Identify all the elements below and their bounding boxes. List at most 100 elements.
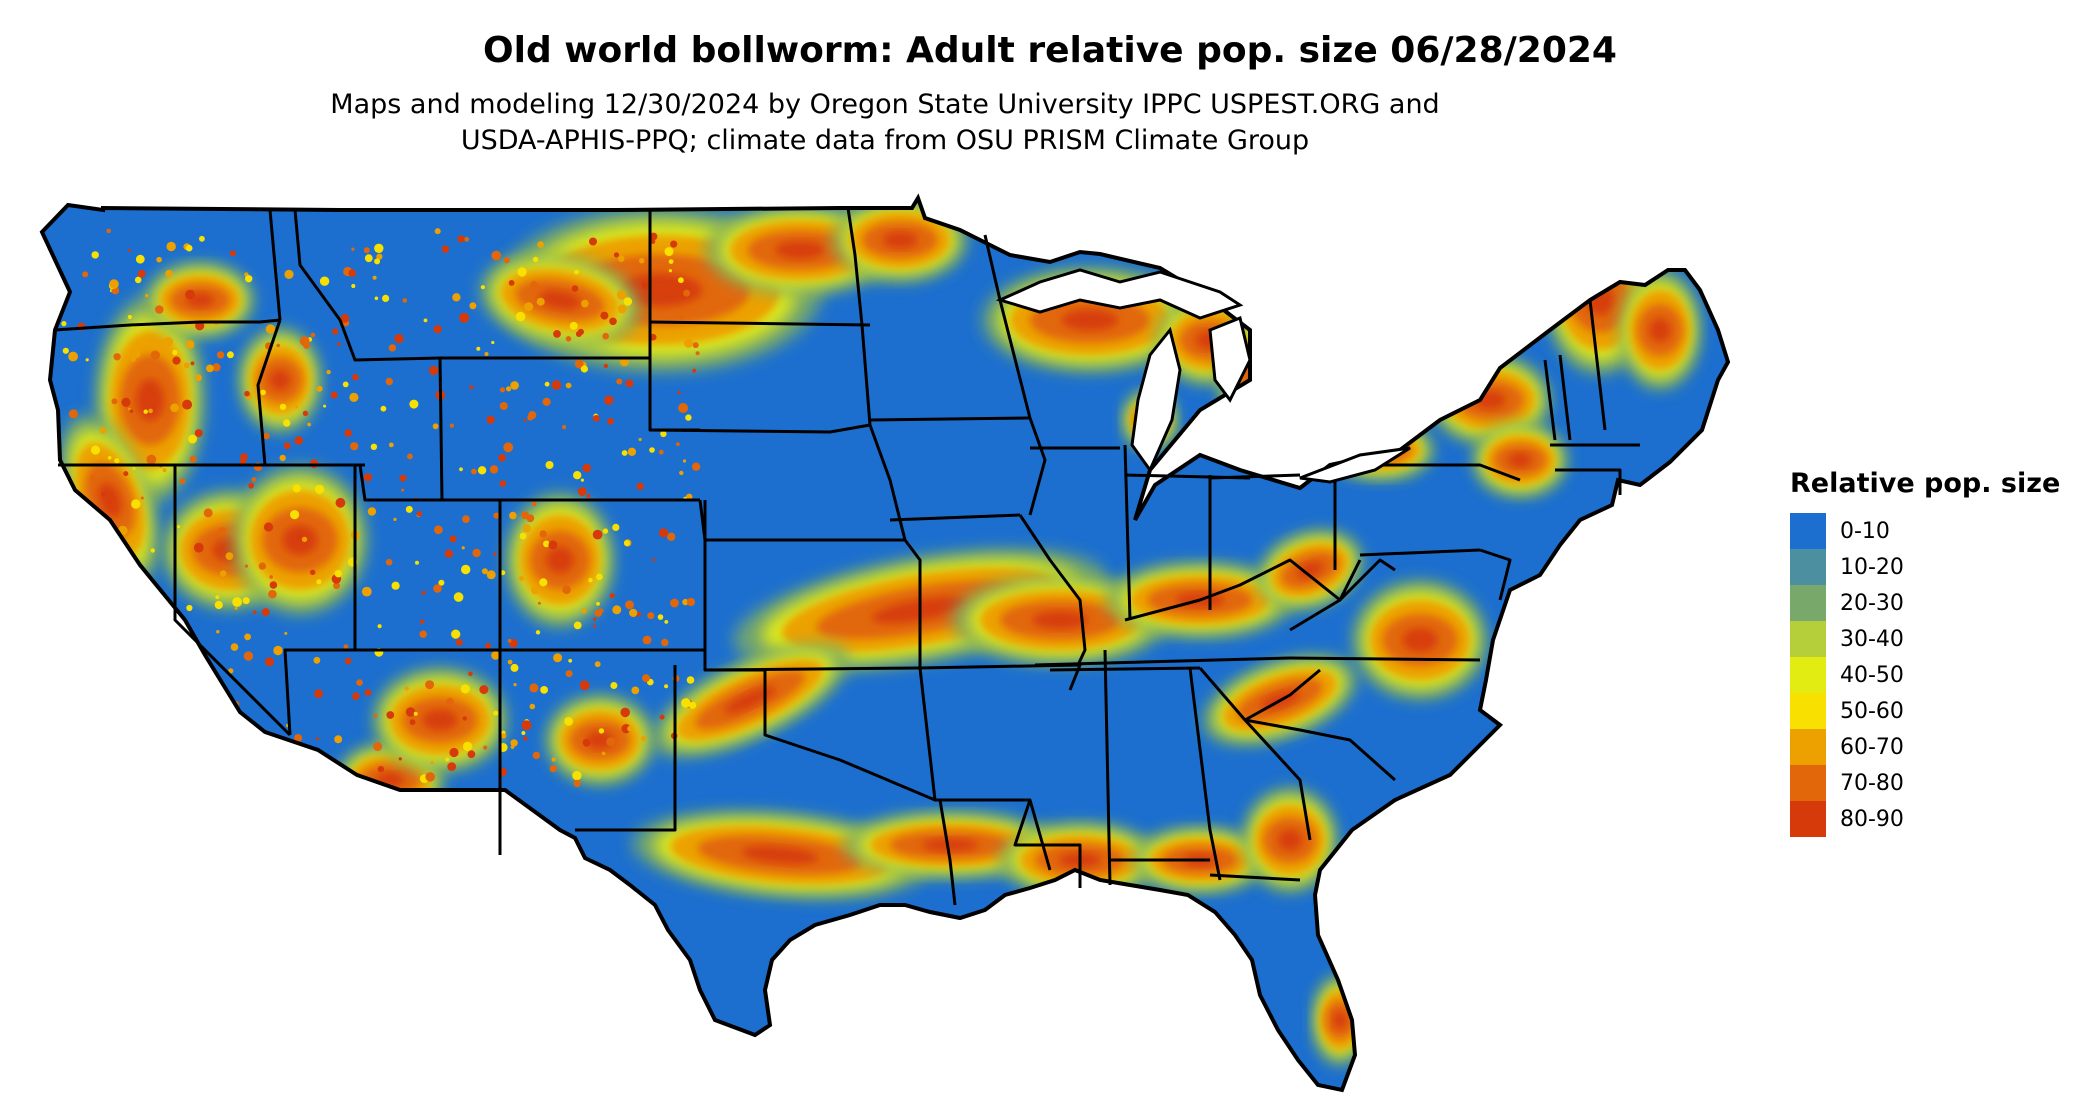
pop-speckle	[239, 458, 247, 465]
pop-speckle	[251, 477, 257, 482]
pop-speckle	[377, 624, 382, 629]
pop-speckle	[402, 298, 408, 303]
pop-speckle	[189, 455, 197, 463]
pop-speckle	[598, 728, 605, 734]
pop-speckle	[56, 519, 64, 526]
pop-speckle	[592, 415, 600, 422]
pop-speckle	[543, 540, 550, 548]
pop-speckle	[670, 240, 678, 248]
pop-speckle	[573, 621, 582, 630]
border-vt-nh	[1558, 354, 1572, 441]
pop-speckle	[89, 474, 98, 482]
border-or-id	[256, 319, 282, 466]
pop-speckle	[361, 586, 372, 597]
pop-speckle	[562, 585, 571, 594]
pop-speckle	[469, 302, 477, 310]
pop-hotspot	[422, 709, 458, 731]
pop-speckle	[421, 590, 426, 595]
pop-speckle	[99, 427, 107, 435]
pop-speckle	[208, 764, 217, 772]
pop-speckle	[510, 663, 519, 672]
pop-speckle	[370, 443, 378, 450]
pop-speckle	[156, 652, 166, 663]
pop-speckle	[248, 482, 255, 489]
pop-speckle	[582, 463, 591, 473]
pop-speckle	[91, 251, 99, 259]
border-ky-oh-wv	[1124, 558, 1362, 622]
border-ga-sc	[1243, 718, 1312, 841]
legend-row: 40-50	[1790, 657, 2060, 693]
pop-speckle	[106, 228, 111, 234]
pop-speckle	[676, 442, 680, 446]
pop-speckle	[510, 745, 515, 749]
pop-speckle	[121, 697, 127, 704]
pop-speckle	[641, 282, 649, 289]
border-oh-mi	[1209, 473, 1301, 480]
map-subtitle-line1: Maps and modeling 12/30/2024 by Oregon S…	[330, 89, 1440, 120]
pop-speckle	[301, 536, 308, 543]
pop-speckle	[609, 593, 615, 599]
pop-speckle	[135, 341, 140, 346]
pop-speckle	[409, 719, 416, 726]
pop-speckle	[283, 419, 291, 427]
legend-label: 40-50	[1840, 662, 1904, 688]
pop-speckle	[684, 338, 694, 348]
pop-speckle	[572, 770, 582, 781]
pop-speckle	[425, 680, 435, 690]
pop-speckle	[602, 528, 609, 534]
pop-speckle	[344, 657, 352, 665]
pop-speckle	[399, 474, 407, 482]
legend-label: 50-60	[1840, 698, 1904, 724]
pop-speckle	[68, 409, 78, 419]
pop-speckle	[484, 352, 489, 356]
pop-hotspot	[797, 970, 843, 1010]
pop-speckle	[316, 737, 319, 741]
pop-speckle	[469, 385, 474, 390]
pop-speckle	[65, 687, 74, 697]
pop-speckle	[109, 279, 119, 289]
pop-speckle	[76, 561, 82, 567]
lake-superior	[995, 268, 1244, 320]
pop-speckle	[660, 430, 667, 438]
pop-speckle	[416, 511, 423, 517]
pop-speckle	[486, 570, 496, 580]
border-ia-il-wi	[1028, 417, 1047, 516]
pop-speckle	[565, 336, 572, 342]
pop-speckle	[579, 680, 590, 691]
pop-speckle	[519, 576, 524, 581]
pop-speckle	[80, 694, 87, 701]
pop-speckle	[401, 488, 405, 492]
pop-speckle	[244, 564, 248, 568]
pop-speckle	[594, 661, 601, 668]
pop-speckle	[376, 253, 383, 260]
pop-speckle	[686, 597, 696, 607]
pop-speckle	[75, 698, 81, 704]
pop-speckle	[307, 422, 311, 427]
pop-speckle	[127, 314, 132, 320]
pop-speckle	[111, 398, 118, 405]
pop-speckle	[380, 405, 387, 412]
pop-speckle	[276, 343, 281, 348]
border-nc-sc	[1244, 718, 1396, 782]
pop-speckle	[453, 592, 464, 602]
pop-speckle	[292, 484, 301, 493]
pop-speckle	[459, 467, 463, 472]
pop-speckle	[121, 397, 131, 407]
border-pa-md	[1359, 548, 1481, 557]
pop-speckle	[573, 471, 582, 480]
pop-speckle	[393, 517, 397, 522]
pop-speckle	[374, 243, 384, 253]
pop-speckle	[314, 689, 323, 698]
pop-speckle	[532, 501, 537, 507]
pop-speckle	[521, 511, 530, 520]
pop-speckle	[623, 540, 630, 547]
legend-label: 30-40	[1840, 626, 1904, 652]
border-sd-ne	[649, 423, 871, 434]
pop-hotspot	[724, 686, 776, 714]
pop-speckle	[190, 361, 195, 366]
pop-speckle	[668, 259, 674, 264]
pop-speckle	[334, 735, 343, 744]
pop-speckle	[150, 350, 160, 360]
legend-row: 80-90	[1790, 801, 2060, 837]
